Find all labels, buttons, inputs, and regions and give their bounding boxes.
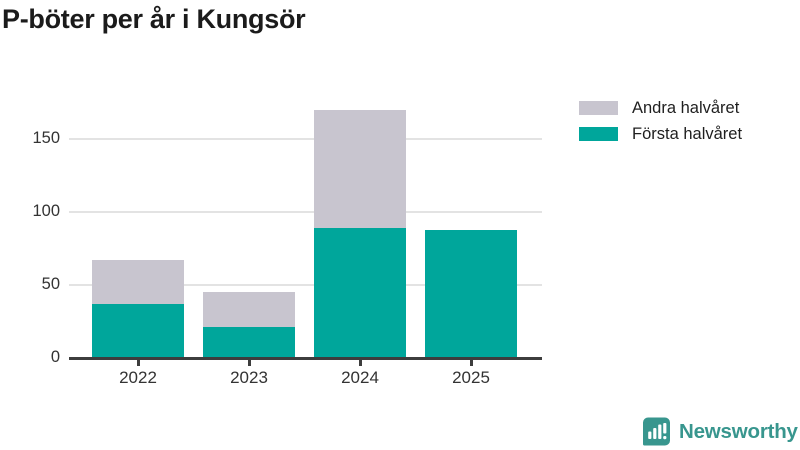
bar-segment-2025-forsta: [425, 229, 517, 358]
x-axis-tick-label: 2022: [119, 368, 157, 387]
x-axis-tick: [358, 359, 362, 366]
x-axis-tick-label: 2025: [452, 368, 490, 387]
y-axis-tick-label: 100: [32, 202, 60, 221]
bar-segment-2022-andra: [92, 260, 184, 305]
legend-swatch-andra-halvaret: [579, 101, 618, 115]
bar-segment-2024-forsta: [314, 228, 406, 358]
legend-label: Första halvåret: [632, 124, 743, 143]
page-title: P-böter per år i Kungsör: [2, 4, 306, 34]
y-axis-tick-label: 0: [50, 348, 60, 366]
legend-swatch-forsta-halvaret: [579, 127, 618, 141]
x-axis-tick: [469, 359, 473, 366]
legend-label: Andra halvåret: [632, 98, 740, 117]
y-axis-tick-label: 50: [41, 275, 60, 294]
bar-segment-2022-forsta: [92, 304, 184, 358]
x-axis-tick-label: 2023: [230, 368, 268, 387]
gridline-y50: [69, 284, 542, 287]
chart-legend: Andra halvåret Första halvåret: [579, 95, 742, 147]
y-axis-tick-label: 150: [32, 129, 60, 148]
bar-segment-2023-andra: [203, 292, 295, 328]
gridline-y150: [69, 138, 542, 141]
x-axis-tick: [136, 359, 140, 366]
newsworthy-speech-bubble-chart-icon: [643, 417, 670, 446]
x-axis-line: [69, 357, 542, 360]
legend-item-andra-halvaret: Andra halvåret: [579, 95, 742, 121]
newsworthy-logo[interactable]: Newsworthy: [640, 416, 798, 448]
bar-segment-2023-forsta: [203, 327, 295, 358]
newsworthy-logo-text: Newsworthy: [679, 420, 798, 443]
x-axis-tick-label: 2024: [341, 368, 379, 387]
x-axis-tick: [247, 359, 251, 366]
bar-segment-2024-andra: [314, 110, 406, 229]
gridline-y100: [69, 211, 542, 214]
legend-item-forsta-halvaret: Första halvåret: [579, 121, 742, 147]
